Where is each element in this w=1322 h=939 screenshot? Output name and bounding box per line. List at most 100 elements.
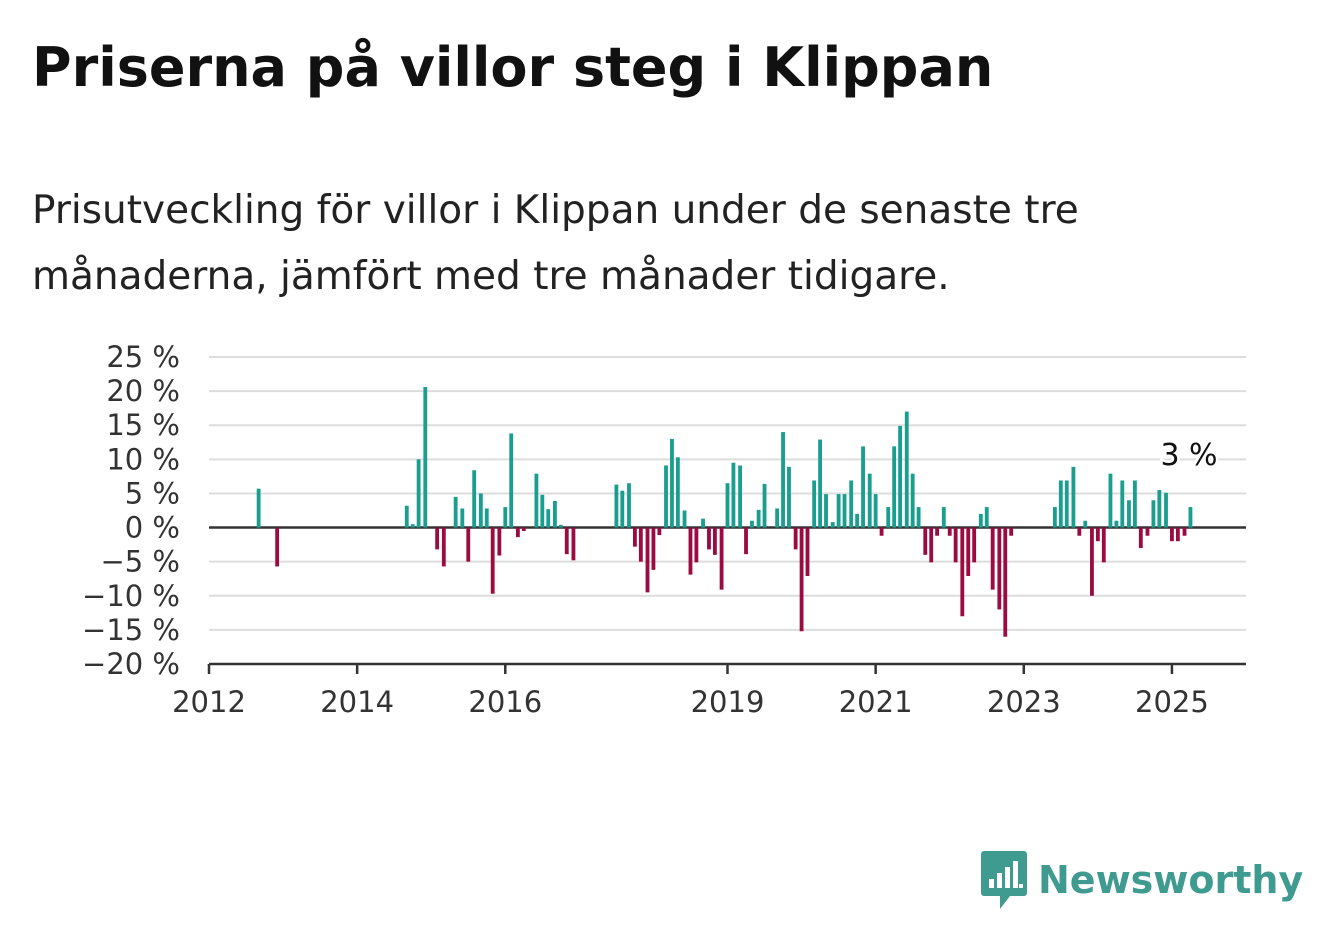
annotation-label: 3 % (1160, 438, 1217, 473)
bar (478, 493, 483, 528)
bar (632, 527, 637, 547)
bar (892, 446, 897, 528)
bar (509, 433, 514, 528)
chart-title: Priserna på villor steg i Klippan (32, 36, 994, 99)
bar (497, 527, 502, 556)
bar (997, 527, 1002, 610)
bar (1145, 527, 1150, 536)
bar (638, 527, 643, 562)
bar (886, 507, 891, 528)
bar (1132, 480, 1137, 528)
bar (546, 509, 551, 528)
x-tick-label: 2021 (839, 685, 913, 719)
bar (712, 527, 717, 555)
bar (688, 527, 693, 575)
bar (1101, 527, 1106, 563)
bar (867, 473, 872, 528)
bar (410, 524, 415, 528)
bar (898, 425, 902, 528)
x-tick-label: 2023 (987, 685, 1061, 719)
bar (1138, 527, 1143, 549)
newsworthy-logo-text: Newsworthy (1038, 858, 1304, 902)
y-axis: 25 %20 %15 %10 %5 %0 %−5 %−10 %−15 %−20 … (82, 340, 180, 681)
bar (1071, 466, 1076, 528)
bar (910, 473, 915, 528)
bar (664, 465, 668, 528)
bar (682, 510, 687, 528)
bar (564, 527, 569, 555)
x-tick-label: 2019 (691, 685, 765, 719)
x-tick-label: 2016 (468, 685, 542, 719)
bar (855, 513, 860, 528)
bar (453, 496, 458, 528)
bar (466, 527, 471, 562)
bar (836, 494, 841, 528)
y-tick-label: −20 % (82, 647, 180, 681)
bar (416, 459, 421, 528)
bar (960, 527, 965, 617)
bar-chart: 25 %20 %15 %10 %5 %0 %−5 %−10 %−15 %−20 … (82, 340, 1246, 719)
y-tick-label: 5 % (125, 476, 180, 510)
bar (1127, 500, 1131, 528)
bar (553, 500, 557, 528)
bar (750, 520, 754, 528)
bar (1064, 480, 1069, 528)
bar (1120, 480, 1125, 528)
bar (830, 522, 835, 528)
bar (256, 488, 261, 528)
bar (1114, 520, 1119, 528)
bar (1083, 520, 1088, 528)
bar (1095, 527, 1100, 542)
bar (756, 509, 761, 528)
bar (947, 527, 952, 536)
bar (719, 527, 724, 590)
bar (1077, 527, 1082, 536)
x-axis: 2012 2014 2016 2019 2021 2023 2025 (172, 662, 1246, 719)
bar (849, 480, 854, 528)
y-tick-label: −10 % (82, 579, 180, 613)
bar (645, 527, 650, 593)
bar (812, 480, 817, 528)
x-tick-label: 2012 (172, 685, 246, 719)
bar (738, 465, 743, 528)
bar (953, 527, 958, 563)
bar (1009, 527, 1014, 536)
bar (657, 527, 662, 536)
bar (818, 439, 823, 528)
newsworthy-logo: Newsworthy (980, 848, 1303, 912)
bar (275, 527, 280, 567)
bar (824, 494, 828, 528)
chart-subtitle: Prisutveckling för villor i Klippan unde… (32, 188, 1079, 299)
bar (873, 494, 878, 528)
bar (620, 490, 625, 528)
bar (744, 527, 748, 555)
y-tick-label: −5 % (100, 545, 180, 579)
bar (472, 470, 477, 528)
bar (929, 527, 934, 563)
bar (558, 524, 563, 528)
bar (1003, 527, 1008, 637)
bar (571, 527, 576, 561)
annotation: 3 % (1158, 436, 1220, 476)
bar (879, 527, 884, 536)
y-tick-label: 20 % (106, 374, 180, 408)
bar (762, 483, 767, 528)
bar (966, 527, 971, 576)
bar (805, 527, 810, 576)
y-tick-label: 0 % (125, 511, 180, 545)
y-tick-label: 15 % (106, 408, 180, 442)
bar (1170, 527, 1174, 542)
bar (916, 507, 921, 528)
bar (842, 494, 847, 528)
bar (775, 508, 780, 528)
bar (904, 411, 909, 528)
y-tick-label: −15 % (82, 613, 180, 647)
bar (404, 505, 409, 528)
bar (972, 527, 977, 563)
bar (1052, 507, 1057, 528)
bar (515, 527, 520, 538)
bar (1164, 492, 1168, 528)
bar (935, 527, 940, 536)
bar (441, 527, 446, 567)
bar (941, 507, 946, 528)
